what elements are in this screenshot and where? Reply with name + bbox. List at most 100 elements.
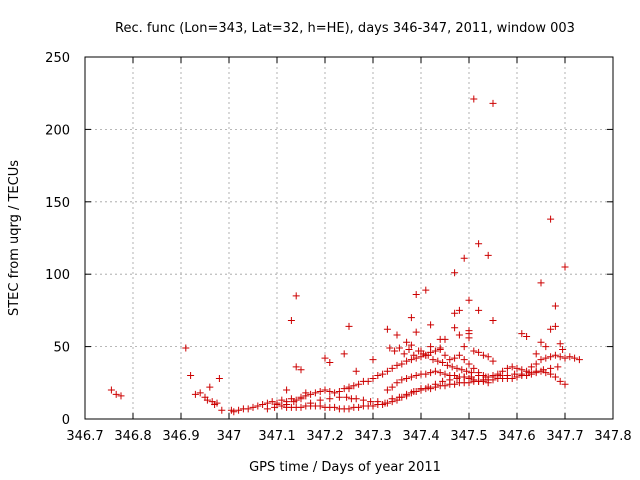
data-point <box>422 370 430 378</box>
y-tick-label: 50 <box>53 341 70 356</box>
data-point <box>441 370 449 378</box>
data-point <box>479 351 487 359</box>
data-point <box>532 350 540 358</box>
data-point <box>455 306 463 314</box>
x-tick-label: 347.4 <box>402 429 439 444</box>
data-point <box>381 399 389 407</box>
x-tick-label: 347.7 <box>546 429 583 444</box>
y-axis-label: STEC from uqrg / TECUs <box>7 160 22 316</box>
data-point <box>434 357 442 365</box>
data-point <box>206 383 214 391</box>
data-point <box>112 390 120 398</box>
data-point <box>364 377 372 385</box>
data-point <box>393 331 401 339</box>
data-point <box>369 356 377 364</box>
data-point <box>388 383 396 391</box>
data-point <box>484 251 492 259</box>
data-point <box>316 396 324 404</box>
data-point <box>431 367 439 375</box>
data-point <box>271 403 279 411</box>
y-tick-label: 200 <box>45 123 70 138</box>
data-point <box>395 344 403 352</box>
data-point <box>542 343 550 351</box>
data-point <box>455 331 463 339</box>
data-point <box>335 393 343 401</box>
data-point <box>532 360 540 368</box>
data-point <box>427 343 435 351</box>
data-point <box>187 372 195 380</box>
data-point <box>302 389 310 397</box>
data-point <box>427 321 435 329</box>
data-point <box>441 351 449 359</box>
data-point <box>467 369 475 377</box>
data-point <box>355 403 363 411</box>
data-point <box>196 389 204 397</box>
data-point <box>244 405 252 413</box>
data-point <box>350 382 358 390</box>
data-point <box>424 383 432 391</box>
data-point <box>470 364 478 372</box>
data-point <box>395 393 403 401</box>
data-point <box>532 367 540 375</box>
data-point <box>259 401 267 409</box>
data-point <box>537 338 545 346</box>
data-point <box>458 366 466 374</box>
data-point <box>551 302 559 310</box>
data-point <box>470 95 478 103</box>
data-point <box>470 347 478 355</box>
data-point <box>355 380 363 388</box>
data-point <box>326 395 334 403</box>
data-point <box>547 353 555 361</box>
data-point <box>518 330 526 338</box>
data-point <box>326 387 334 395</box>
data-point <box>182 344 190 352</box>
x-tick-labels: 346.7 346.8 346.9 347 347.1 347.2 347.3 347.4 34… <box>66 429 631 444</box>
data-point <box>374 398 382 406</box>
data-point <box>537 356 545 364</box>
data-point <box>431 347 439 355</box>
data-point <box>403 338 411 346</box>
data-point <box>475 348 483 356</box>
data-point <box>403 390 411 398</box>
data-point <box>537 279 545 287</box>
data-point <box>463 367 471 375</box>
x-tick-label: 346.9 <box>162 429 199 444</box>
data-point <box>556 353 564 361</box>
data-point <box>321 354 329 362</box>
data-point <box>218 406 226 414</box>
x-tick-label: 347.2 <box>306 429 343 444</box>
data-point <box>422 351 430 359</box>
data-point <box>489 99 497 107</box>
data-point <box>551 322 559 330</box>
data-point <box>429 356 437 364</box>
data-point <box>503 364 511 372</box>
plot-frame <box>84 56 614 420</box>
data-point <box>203 396 211 404</box>
chart-title: Rec. func (Lon=343, Lat=32, h=HE), days … <box>115 21 575 36</box>
data-point <box>460 356 468 364</box>
data-point <box>451 269 459 277</box>
data-point <box>436 335 444 343</box>
data-point <box>470 376 478 384</box>
data-point <box>446 356 454 364</box>
data-point <box>561 354 569 362</box>
data-point <box>407 356 415 364</box>
data-point <box>215 374 223 382</box>
data-point <box>511 370 519 378</box>
data-point <box>292 292 300 300</box>
data-point <box>410 387 418 395</box>
x-tick-label: 347.6 <box>498 429 535 444</box>
data-point <box>398 360 406 368</box>
data-point <box>484 353 492 361</box>
data-point <box>249 403 257 411</box>
data-point <box>316 387 324 395</box>
data-point <box>551 351 559 359</box>
data-point <box>431 380 439 388</box>
data-point <box>407 314 415 322</box>
x-tick-label: 347.3 <box>354 429 391 444</box>
data-point <box>388 364 396 372</box>
data-point <box>451 380 459 388</box>
x-tick-label: 346.7 <box>66 429 103 444</box>
data-point <box>571 354 579 362</box>
data-point <box>575 356 583 364</box>
